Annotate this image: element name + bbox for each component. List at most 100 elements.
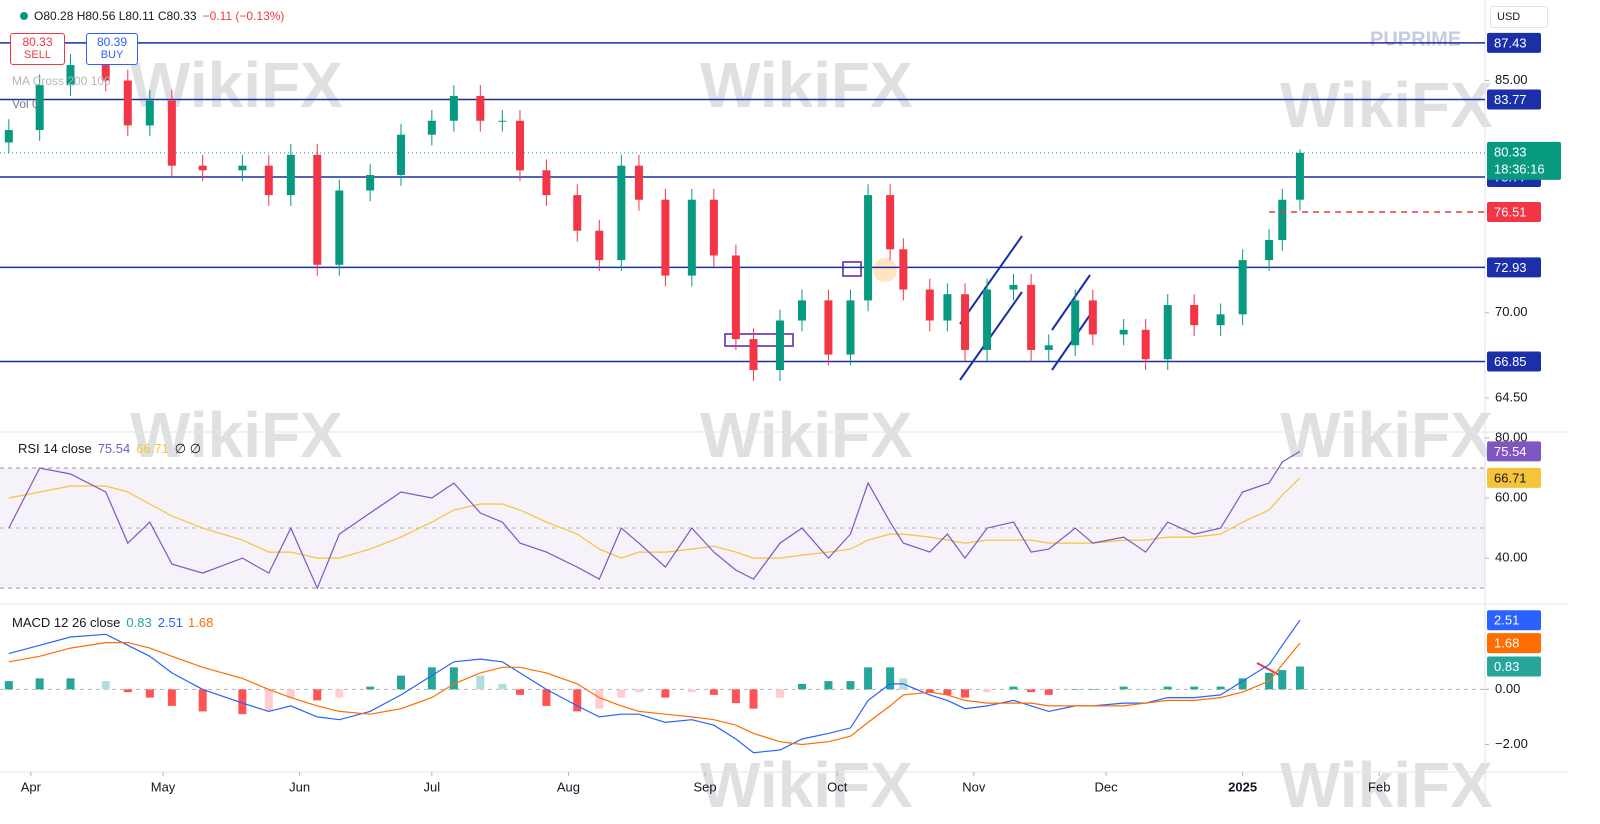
candle-body [313, 154, 322, 265]
candle-body [286, 154, 295, 196]
rsi-band [0, 468, 1485, 589]
ma-label: MA Cross 200 100 [12, 74, 111, 88]
histogram-bar [1190, 686, 1199, 690]
price-badge [1487, 656, 1541, 677]
x-tick-label: Feb [1368, 779, 1390, 794]
ohlc: O80.28 H80.56 L80.11 C80.33 [34, 9, 197, 23]
status-dot [20, 12, 28, 20]
watermark: WikiFX [1280, 69, 1493, 141]
histogram-bar [1119, 686, 1128, 690]
watermark: WikiFX [130, 399, 343, 471]
y-tick-label: 85.00 [1495, 72, 1528, 87]
y-tick-label: 64.50 [1495, 389, 1528, 404]
histogram-bar [1071, 689, 1080, 690]
candle-body [797, 300, 806, 321]
price-badge [1487, 633, 1541, 654]
histogram-bar [925, 689, 934, 693]
histogram-bar [366, 686, 375, 690]
candle-body [1141, 329, 1150, 360]
candle-body [1044, 345, 1053, 350]
sell-button[interactable]: 80.33 SELL [10, 33, 65, 65]
histogram-bar [775, 689, 784, 698]
histogram-bar [449, 667, 458, 690]
y-tick-label: 0.00 [1495, 681, 1520, 696]
histogram-bar [264, 689, 273, 712]
histogram-bar [123, 689, 132, 693]
histogram-bar [709, 689, 718, 695]
histogram-bar [167, 689, 176, 706]
candle-body [167, 100, 176, 166]
histogram-bar [1216, 686, 1225, 690]
buy-button[interactable]: 80.39 BUY [86, 33, 138, 65]
change: −0.11 (−0.13%) [202, 9, 285, 23]
histogram-bar [731, 689, 740, 704]
histogram-bar [943, 689, 952, 695]
watermark: WikiFX [700, 399, 913, 471]
candle-body [1295, 152, 1304, 200]
histogram-bar [476, 675, 485, 690]
zone-box [724, 333, 794, 347]
candle-body [66, 65, 75, 86]
histogram-bar [983, 689, 992, 693]
legend-item: ∅ ∅ [175, 441, 201, 456]
highlight [873, 258, 897, 282]
price-badge [1487, 89, 1541, 110]
x-tick-label: Oct [827, 779, 848, 794]
candle-body [542, 170, 551, 196]
y-tick-label: 70.00 [1495, 304, 1528, 319]
candle-body [1088, 300, 1097, 335]
price-badge-label: 80.33 [1494, 144, 1527, 159]
candle-body [123, 80, 132, 126]
price-badge [1487, 610, 1541, 631]
candle-body [899, 249, 908, 290]
indicator-legend: MACD 12 26 close 0.83 2.51 1.68 [12, 615, 213, 630]
candle-body [1027, 284, 1036, 350]
histogram-bar [1088, 689, 1097, 690]
candle-body [1265, 240, 1274, 261]
histogram-bar [1278, 670, 1287, 690]
legend-item: 0.83 [126, 615, 151, 630]
histogram-bar [198, 689, 207, 712]
zone-box [842, 261, 862, 277]
watermark: WikiFX [700, 749, 913, 821]
histogram-bar [634, 689, 643, 693]
histogram-bar [335, 689, 344, 698]
candle-body [687, 199, 696, 276]
histogram-bar [66, 678, 75, 690]
candle-body [925, 289, 934, 321]
histogram-bar [1163, 686, 1172, 690]
histogram-bar [427, 667, 436, 690]
x-tick-label: Jun [289, 779, 310, 794]
watermark: WikiFX [130, 49, 343, 121]
buy-label: BUY [100, 49, 124, 61]
price-badge-label: 1.68 [1494, 636, 1519, 651]
histogram-bar [286, 689, 295, 698]
legend-item: 66.71 [136, 441, 169, 456]
candle-body [1119, 329, 1128, 335]
candle-body [335, 190, 344, 265]
price-badge [1487, 467, 1541, 488]
currency-select[interactable]: USD [1490, 6, 1548, 28]
sell-label: SELL [24, 49, 51, 61]
candle-body [1163, 305, 1172, 360]
sell-price: 80.33 [22, 35, 53, 49]
histogram-bar [1027, 689, 1036, 693]
histogram-bar [238, 689, 247, 715]
candle-body [1190, 305, 1199, 326]
channel-line [1051, 274, 1091, 331]
x-tick-label: Aug [557, 779, 580, 794]
series-line [8, 642, 1301, 746]
watermark: WikiFX [1280, 749, 1493, 821]
histogram-bar [749, 689, 758, 709]
price-badge [1487, 32, 1541, 53]
histogram-bar [498, 683, 507, 690]
brand: PUPRIME [1370, 28, 1461, 50]
x-tick-label: May [151, 779, 176, 794]
candle-body [634, 165, 643, 200]
histogram-bar [515, 689, 524, 695]
candle-body [1216, 314, 1225, 326]
candle-body [366, 174, 375, 191]
vol-label: Vol 0 [12, 97, 39, 111]
legend-item: 75.54 [98, 441, 131, 456]
